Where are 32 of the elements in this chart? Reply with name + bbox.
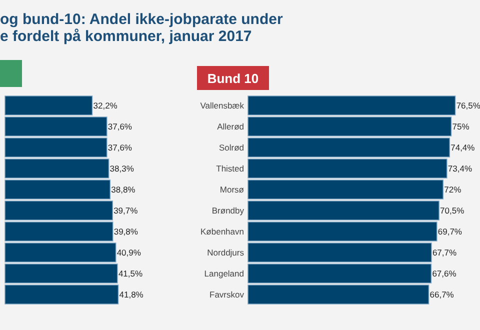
y-tick-label: Langeland	[204, 268, 244, 278]
y-tick-label: Thisted	[216, 164, 244, 174]
data-label: 38,3%	[110, 164, 134, 174]
y-tick-label: Vallensbæk	[200, 100, 245, 110]
chart-title: og bund-10: Andel ikke-jobparate under e fordelt på kommuner, januar 2017	[0, 11, 283, 45]
data-label: 66,7%	[430, 290, 454, 300]
y-tick-label: København	[200, 226, 244, 236]
data-label: 38,8%	[111, 184, 136, 194]
data-label: 40,9%	[116, 248, 142, 258]
data-label: 67,7%	[432, 248, 458, 258]
data-label: 67,6%	[432, 268, 457, 278]
data-label: 41,5%	[118, 268, 144, 278]
data-label: 37,6%	[108, 122, 132, 132]
data-label: 37,6%	[108, 142, 132, 152]
data-label: 70,5%	[440, 206, 465, 216]
data-label: 41,8%	[119, 290, 144, 300]
data-label: 72%	[444, 184, 462, 194]
data-label: 69,7%	[438, 226, 462, 236]
y-tick-label: Solrød	[218, 142, 244, 152]
y-tick-label: Brøndby	[212, 206, 245, 216]
y-tick-label: Favrskov	[210, 290, 245, 300]
data-label: 75%	[452, 122, 470, 132]
y-tick-label: Norddjurs	[207, 248, 244, 258]
data-label: 74,4%	[450, 142, 476, 152]
data-label: 73,4%	[448, 164, 472, 174]
data-label: 76,5%	[456, 100, 480, 110]
chart-title: Bund 10	[207, 71, 259, 86]
data-label: 32,2%	[93, 100, 118, 110]
data-label: 39,8%	[114, 226, 138, 236]
y-tick-label: Morsø	[220, 184, 244, 194]
data-label: 39,7%	[114, 206, 138, 216]
y-tick-label: Allerød	[217, 122, 244, 132]
